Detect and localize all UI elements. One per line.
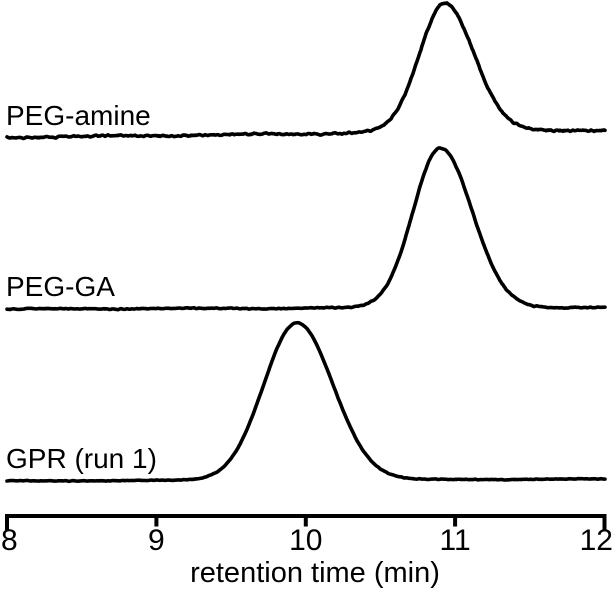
x-tick-label-8: 8 xyxy=(1,524,18,557)
x-tick-label-9: 9 xyxy=(148,524,165,557)
x-axis-ticks xyxy=(154,516,458,527)
trace-label-peg-amine: PEG-amine xyxy=(6,100,151,131)
trace-gpr-run1 xyxy=(5,320,607,484)
x-tick-label-12: 12 xyxy=(579,524,613,557)
trace-peg-ga xyxy=(5,146,607,312)
trace-label-gpr-run1: GPR (run 1) xyxy=(6,443,157,474)
x-axis-title: retention time (min) xyxy=(190,557,440,589)
x-tick-label-10: 10 xyxy=(289,524,323,557)
trace-peg-amine xyxy=(5,1,607,141)
x-tick-label-11: 11 xyxy=(439,524,471,557)
trace-label-peg-ga: PEG-GA xyxy=(6,271,115,302)
